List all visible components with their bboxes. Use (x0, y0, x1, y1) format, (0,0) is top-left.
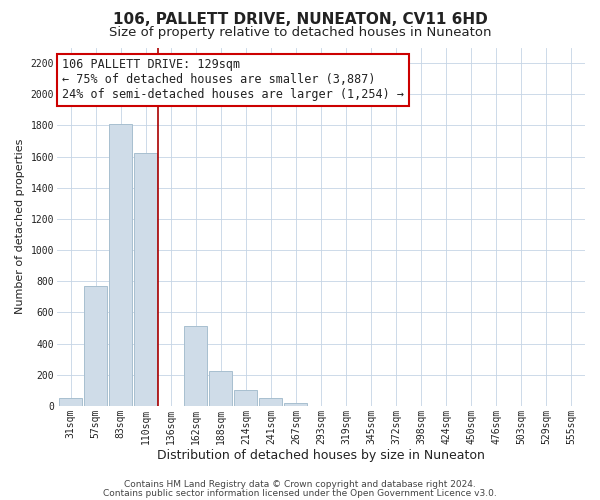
Bar (109, 124, 132, 406)
Bar (259, 398, 283, 406)
X-axis label: Distribution of detached houses by size in Nuneaton: Distribution of detached houses by size … (157, 450, 485, 462)
Text: Contains HM Land Registry data © Crown copyright and database right 2024.: Contains HM Land Registry data © Crown c… (124, 480, 476, 489)
Text: Size of property relative to detached houses in Nuneaton: Size of property relative to detached ho… (109, 26, 491, 39)
Bar (59, 398, 82, 406)
Bar (284, 403, 307, 406)
Bar (184, 326, 207, 406)
Bar (134, 154, 157, 406)
Text: Contains public sector information licensed under the Open Government Licence v3: Contains public sector information licen… (103, 489, 497, 498)
Bar (84, 286, 107, 406)
Bar (235, 390, 257, 406)
Text: 106, PALLETT DRIVE, NUNEATON, CV11 6HD: 106, PALLETT DRIVE, NUNEATON, CV11 6HD (113, 12, 487, 28)
Text: 106 PALLETT DRIVE: 129sqm
← 75% of detached houses are smaller (3,887)
24% of se: 106 PALLETT DRIVE: 129sqm ← 75% of detac… (62, 58, 404, 102)
Y-axis label: Number of detached properties: Number of detached properties (15, 139, 25, 314)
Bar (209, 371, 232, 406)
